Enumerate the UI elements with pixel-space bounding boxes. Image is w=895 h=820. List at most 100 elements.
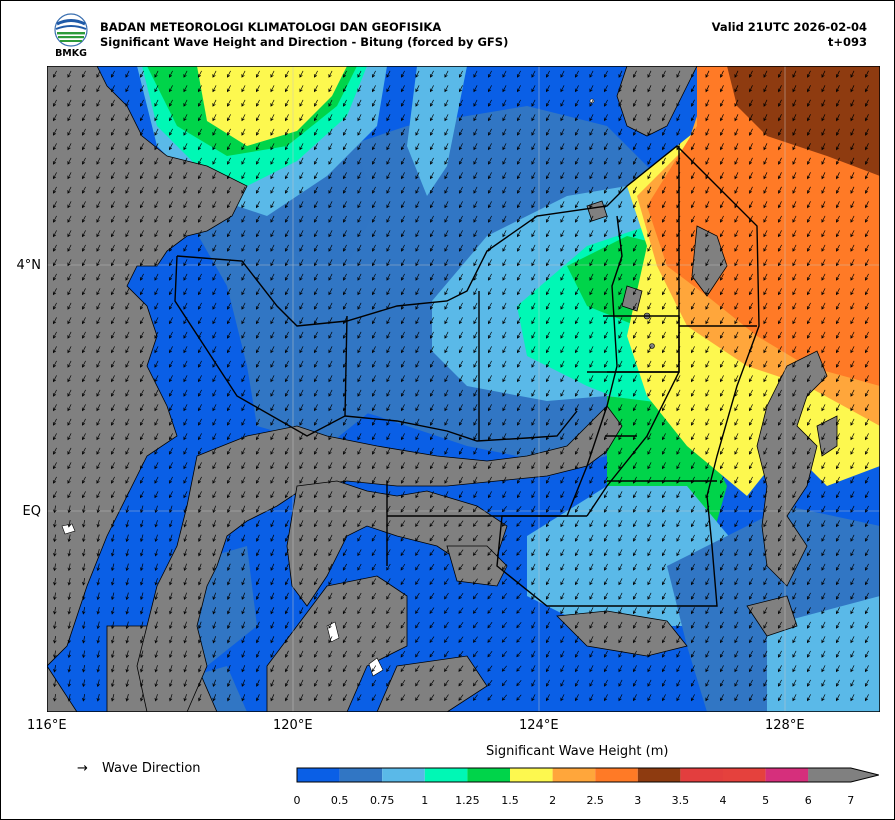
- wave-arrow: [458, 549, 464, 556]
- wave-arrow: [690, 447, 695, 455]
- wave-arrow: [255, 636, 260, 644]
- wave-arrow: [429, 578, 435, 586]
- wave-arrow: [342, 636, 348, 644]
- wave-arrow: [545, 636, 550, 644]
- wave-arrow: [603, 215, 608, 223]
- wave-arrow: [284, 476, 289, 484]
- wave-arrow: [719, 244, 724, 252]
- wave-arrow: [386, 694, 391, 702]
- wave-arrow: [603, 172, 608, 180]
- wave-arrow: [226, 665, 231, 673]
- wave-arrow: [212, 534, 217, 542]
- wave-arrow: [502, 244, 507, 252]
- wave-arrow: [763, 70, 768, 78]
- wave-arrow: [835, 418, 840, 426]
- wave-arrow: [603, 549, 608, 557]
- wave-arrow: [473, 244, 478, 252]
- colorbar-tick-label: 2: [549, 794, 557, 807]
- wave-arrow: [400, 665, 406, 673]
- wave-arrow: [734, 462, 739, 470]
- wave-arrow: [299, 85, 304, 93]
- wave-arrow: [226, 288, 231, 296]
- wave-arrow: [806, 679, 811, 687]
- wave-arrow: [516, 273, 521, 281]
- wave-arrow: [357, 346, 362, 354]
- wave-arrow: [125, 99, 130, 107]
- wave-arrow: [255, 215, 260, 223]
- wave-arrow: [603, 99, 608, 107]
- wave-arrow: [371, 650, 377, 658]
- wave-arrow: [676, 534, 681, 542]
- wave-arrow: [139, 491, 144, 499]
- wave-arrow: [458, 607, 464, 614]
- wave-arrow: [632, 534, 637, 542]
- wave-arrow: [299, 157, 304, 165]
- wave-arrow: [835, 215, 840, 223]
- wave-arrow: [603, 563, 608, 571]
- wave-arrow: [719, 694, 724, 702]
- wave-arrow: [574, 201, 579, 209]
- wave-arrow: [139, 476, 144, 484]
- wave-arrow: [255, 491, 260, 499]
- wave-arrow: [574, 418, 579, 426]
- wave-arrow: [734, 172, 739, 180]
- wave-arrow: [125, 505, 129, 514]
- wave-arrow: [458, 128, 463, 136]
- wave-arrow: [473, 462, 478, 470]
- wave-arrow: [139, 433, 144, 441]
- wave-arrow: [618, 433, 623, 441]
- wave-arrow: [603, 607, 608, 615]
- wave-arrow: [212, 302, 217, 310]
- wave-arrow: [52, 389, 57, 397]
- wave-arrow: [589, 346, 594, 354]
- wave-arrow: [125, 418, 130, 426]
- forecast-step: t+093: [827, 35, 867, 49]
- wave-arrow: [226, 331, 231, 339]
- wave-arrow: [81, 418, 86, 426]
- wave-arrow: [96, 143, 101, 151]
- wave-arrow: [864, 302, 869, 310]
- wave-arrow: [763, 491, 768, 499]
- wave-arrow: [806, 143, 811, 151]
- wave-arrow: [183, 607, 187, 615]
- wave-arrow: [806, 346, 811, 354]
- wave-arrow: [734, 607, 739, 615]
- wave-arrow: [400, 505, 406, 513]
- wave-arrow: [806, 230, 811, 238]
- wave-arrow: [589, 404, 594, 412]
- wave-arrow: [328, 70, 333, 78]
- wave-arrow: [154, 447, 159, 455]
- wave-arrow: [67, 99, 72, 107]
- wave-arrow: [168, 143, 173, 151]
- wave-arrow: [806, 534, 811, 542]
- wave-arrow: [313, 375, 318, 383]
- wave-arrow: [734, 317, 739, 325]
- wave-arrow: [777, 447, 782, 455]
- wave-arrow: [386, 520, 391, 528]
- wave-arrow: [444, 650, 449, 658]
- wave-arrow: [850, 563, 855, 571]
- wave-arrow: [850, 549, 855, 557]
- wave-arrow: [545, 563, 550, 571]
- wave-arrow: [52, 375, 57, 383]
- wave-arrow: [429, 549, 435, 557]
- wave-arrow: [328, 230, 333, 238]
- wave-arrow: [473, 331, 478, 339]
- wave-arrow: [864, 186, 869, 194]
- wave-arrow: [835, 317, 840, 325]
- wave-arrow: [516, 288, 521, 296]
- wave-arrow: [516, 694, 522, 701]
- wave-arrow: [429, 99, 434, 107]
- wave-arrow: [821, 418, 826, 426]
- wave-arrow: [53, 694, 57, 702]
- wave-arrow: [342, 389, 347, 397]
- wave-arrow: [821, 375, 826, 383]
- wave-arrow: [661, 375, 666, 383]
- wave-arrow: [255, 244, 260, 252]
- wave-arrow: [589, 491, 594, 499]
- wave-arrow: [676, 317, 681, 325]
- wave-arrow: [472, 679, 478, 687]
- wave-arrow: [719, 331, 724, 339]
- wave-arrow: [168, 317, 173, 325]
- wave-arrow: [342, 259, 347, 267]
